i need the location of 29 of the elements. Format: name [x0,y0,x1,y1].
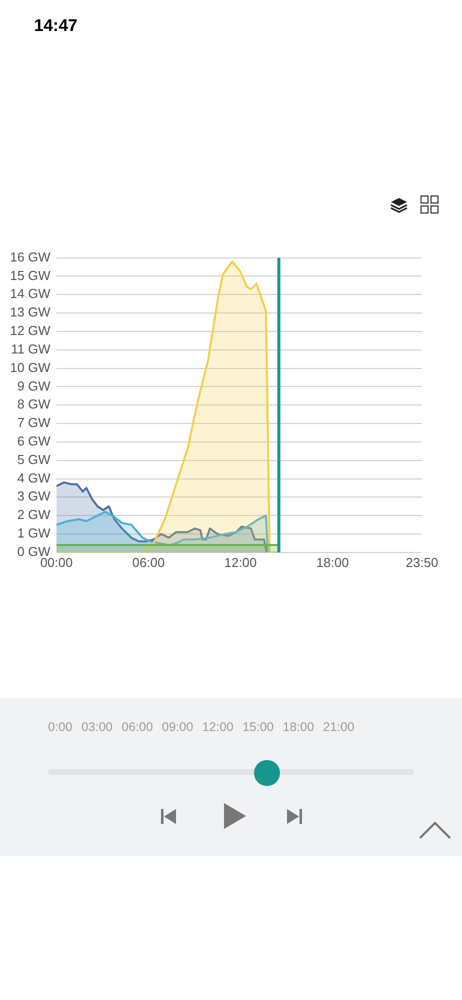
y-tick-label: 16 GW [10,249,52,264]
y-tick-label: 7 GW [17,415,52,430]
x-tick-label: 18:00 [316,554,349,570]
y-tick-label: 5 GW [17,452,52,467]
y-tick-label: 11 GW [10,341,52,356]
text: 14:47 [34,16,78,36]
y-tick-label: 9 GW [17,378,52,394]
y-tick-label: 3 GW [17,488,52,504]
x-tick-label: 12:00 [224,554,257,570]
x-tick-label: 06:00 [132,554,165,570]
text: 15:00 [242,720,274,734]
text: 09:00 [162,720,194,734]
text: 18:00 [282,720,314,734]
text: 21:00 [323,720,354,734]
y-tick-label: 13 GW [10,304,52,320]
y-tick-label: 14 GW [10,286,52,302]
text: 12:00 [202,720,234,734]
y-tick-label: 2 GW [17,507,52,522]
text: 03:00 [81,720,113,734]
y-tick-label: 1 GW [17,526,52,541]
y-tick-label: 4 GW [17,470,52,486]
text: 06:00 [122,720,153,734]
y-tick-label: 12 GW [10,323,52,338]
y-tick-label: 6 GW [17,434,52,449]
x-tick-label: 23:50 [406,554,438,570]
y-tick-label: 15 GW [10,268,52,283]
y-tick-label: 8 GW [17,396,52,412]
text: 0:00 [48,720,72,734]
y-tick-label: 10 GW [10,360,52,375]
